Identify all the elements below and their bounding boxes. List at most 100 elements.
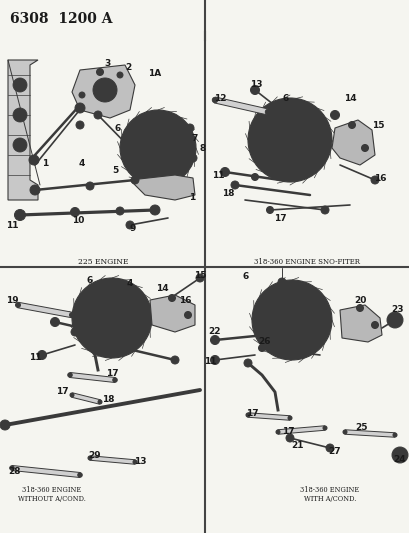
Circle shape xyxy=(71,314,73,316)
Text: 12: 12 xyxy=(213,93,226,102)
Text: 5: 5 xyxy=(112,166,118,174)
Text: 15: 15 xyxy=(371,120,383,130)
Circle shape xyxy=(322,426,326,430)
Circle shape xyxy=(138,294,141,296)
Circle shape xyxy=(133,460,137,464)
Circle shape xyxy=(287,416,291,420)
Circle shape xyxy=(392,433,396,437)
Circle shape xyxy=(391,447,407,463)
Circle shape xyxy=(78,473,82,477)
Text: 26: 26 xyxy=(258,337,271,346)
Circle shape xyxy=(213,99,216,101)
Circle shape xyxy=(295,101,303,109)
Circle shape xyxy=(276,431,278,433)
Text: 225 ENGINE: 225 ENGINE xyxy=(78,258,128,266)
Circle shape xyxy=(118,209,121,213)
Polygon shape xyxy=(339,305,381,342)
Circle shape xyxy=(288,417,290,419)
Circle shape xyxy=(116,207,124,215)
Circle shape xyxy=(114,379,116,381)
Circle shape xyxy=(362,147,366,150)
Circle shape xyxy=(332,113,336,117)
Circle shape xyxy=(30,185,40,195)
Circle shape xyxy=(31,158,36,162)
Polygon shape xyxy=(72,65,135,118)
Text: 17: 17 xyxy=(56,387,68,397)
Circle shape xyxy=(0,420,10,430)
Circle shape xyxy=(188,126,191,130)
Polygon shape xyxy=(150,295,195,332)
Circle shape xyxy=(210,356,219,365)
Text: 23: 23 xyxy=(391,305,403,314)
Text: WITH A/COND.: WITH A/COND. xyxy=(303,495,355,503)
Text: 11: 11 xyxy=(211,171,224,180)
Circle shape xyxy=(189,154,196,162)
Text: 6: 6 xyxy=(87,276,93,285)
Circle shape xyxy=(120,110,196,186)
Circle shape xyxy=(69,374,71,376)
Circle shape xyxy=(251,174,258,181)
Text: 17: 17 xyxy=(106,368,118,377)
Circle shape xyxy=(266,111,269,113)
Text: 6308  1200 A: 6308 1200 A xyxy=(10,12,112,26)
Circle shape xyxy=(252,88,256,92)
Circle shape xyxy=(247,98,331,182)
Text: 29: 29 xyxy=(88,450,101,459)
Circle shape xyxy=(245,413,249,417)
Circle shape xyxy=(13,78,27,92)
Circle shape xyxy=(76,121,84,129)
Circle shape xyxy=(288,436,291,440)
Text: 27: 27 xyxy=(328,448,340,456)
Text: 21: 21 xyxy=(291,440,303,449)
Circle shape xyxy=(29,155,39,165)
Text: 16: 16 xyxy=(373,174,385,182)
Text: WITHOUT A/COND.: WITHOUT A/COND. xyxy=(18,495,86,503)
Circle shape xyxy=(136,292,143,298)
Polygon shape xyxy=(247,413,290,420)
Circle shape xyxy=(392,318,396,322)
Text: 10: 10 xyxy=(72,215,84,224)
Text: 318-360 ENGINE: 318-360 ENGINE xyxy=(300,486,359,494)
Text: 4: 4 xyxy=(79,158,85,167)
Circle shape xyxy=(222,170,227,174)
Text: 1: 1 xyxy=(42,158,48,167)
Circle shape xyxy=(212,98,217,103)
Circle shape xyxy=(53,320,57,324)
Text: 8: 8 xyxy=(200,143,206,152)
Circle shape xyxy=(72,278,152,358)
Text: 17: 17 xyxy=(245,408,258,417)
Circle shape xyxy=(186,124,193,132)
Circle shape xyxy=(73,330,76,334)
Text: 17: 17 xyxy=(281,427,294,437)
Circle shape xyxy=(147,137,169,159)
Circle shape xyxy=(70,393,74,397)
Circle shape xyxy=(71,394,73,396)
Circle shape xyxy=(350,124,353,126)
Polygon shape xyxy=(344,430,394,437)
Circle shape xyxy=(170,296,173,300)
Text: 1A: 1A xyxy=(148,69,161,77)
Circle shape xyxy=(79,474,81,476)
Circle shape xyxy=(99,84,111,96)
Circle shape xyxy=(260,346,263,350)
Text: 24: 24 xyxy=(393,456,405,464)
Circle shape xyxy=(327,446,331,450)
Circle shape xyxy=(133,178,137,182)
Text: 17: 17 xyxy=(273,214,285,222)
Text: 16: 16 xyxy=(178,295,191,304)
Circle shape xyxy=(118,74,121,76)
Circle shape xyxy=(99,401,101,403)
Circle shape xyxy=(277,278,285,286)
Circle shape xyxy=(372,178,376,182)
Circle shape xyxy=(78,123,82,127)
Circle shape xyxy=(50,318,59,327)
Polygon shape xyxy=(130,175,195,200)
Circle shape xyxy=(330,110,339,119)
Circle shape xyxy=(390,316,398,324)
Circle shape xyxy=(279,280,283,284)
Circle shape xyxy=(198,276,201,280)
Circle shape xyxy=(268,297,314,343)
Circle shape xyxy=(136,126,180,170)
Circle shape xyxy=(89,295,135,341)
Circle shape xyxy=(98,70,101,74)
